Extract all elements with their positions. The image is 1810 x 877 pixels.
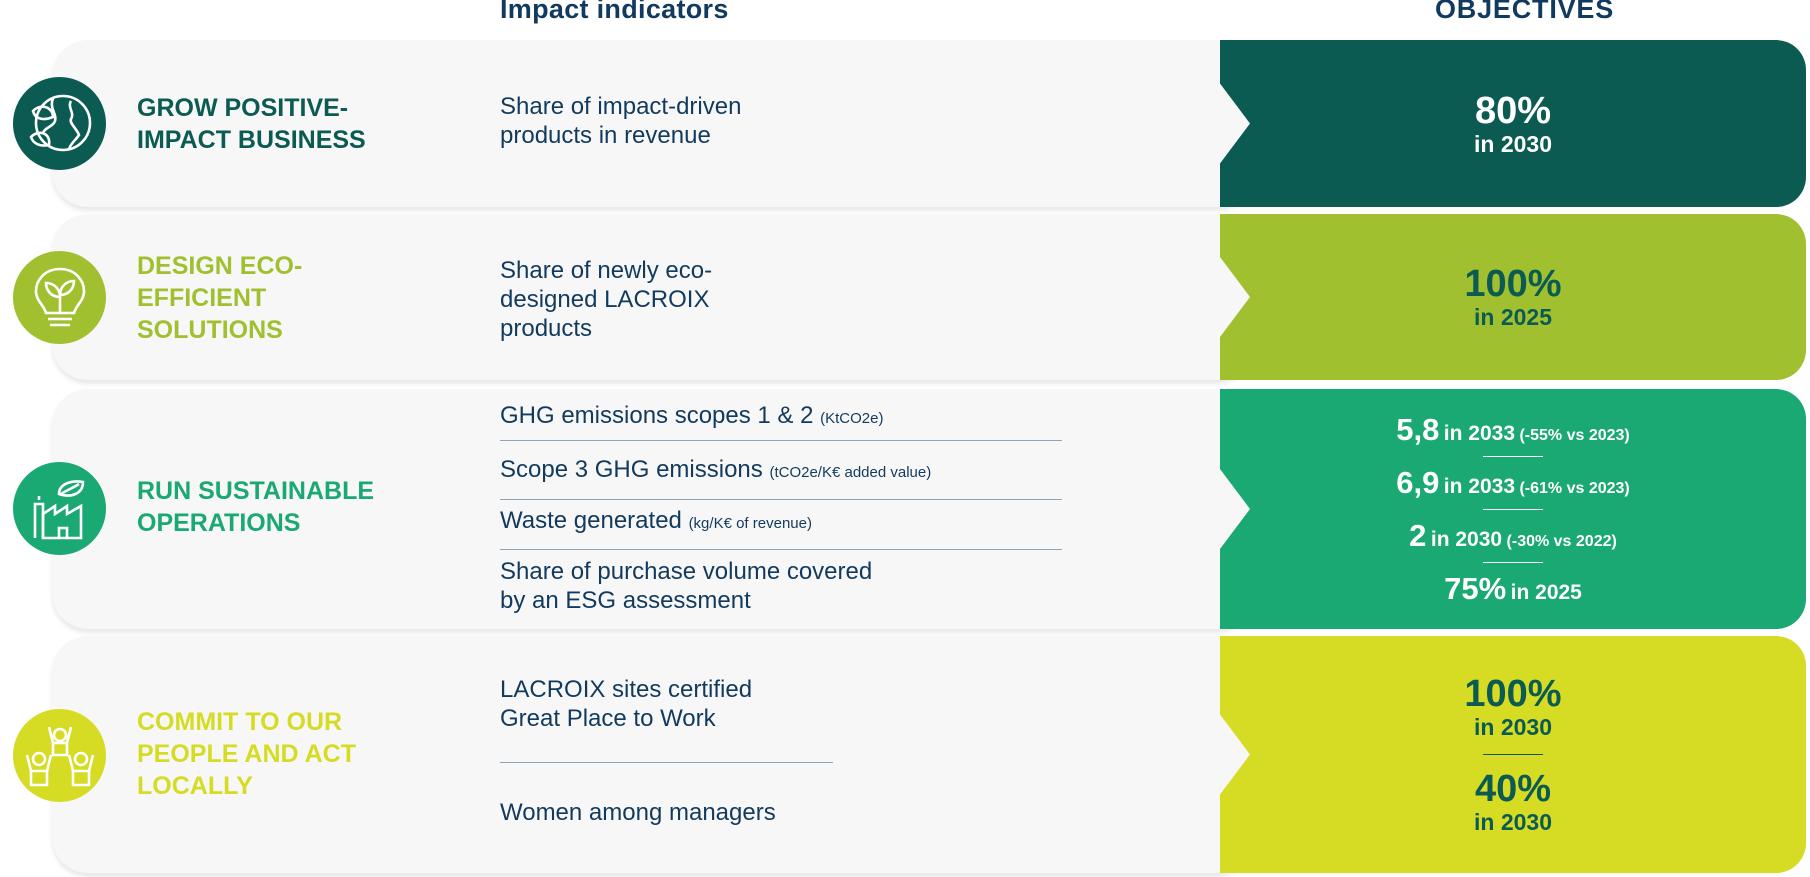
row-card <box>52 389 1252 629</box>
objective-value: 100% <box>1464 673 1562 715</box>
indicator-women-managers: Women among managers <box>500 799 776 826</box>
objective-panel: 100% in 2025 <box>1220 214 1806 380</box>
row-title: DESIGN ECO- EFFICIENT SOLUTIONS <box>137 252 303 344</box>
indicator-separator <box>500 499 1062 500</box>
row-title: GROW POSITIVE- IMPACT BUSINESS <box>137 94 366 154</box>
objective-panel: 80% in 2030 <box>1220 40 1806 207</box>
indicator-impact-products: Share of impact-driven products in revenu… <box>500 93 742 149</box>
objective-scope-3: 6,9 in 2033 (-61% vs 2023) <box>1396 464 1630 500</box>
factory-leaf-icon <box>13 462 106 555</box>
indicator-eco-designed-products: Share of newly eco-designed LACROIX produ… <box>500 257 713 342</box>
indicator-separator <box>500 762 833 763</box>
objective-year: in 2030 <box>1474 714 1552 740</box>
indicator-scope-3: Scope 3 GHG emissions (tCO2e/K€ added va… <box>500 456 932 483</box>
row-card <box>52 636 1252 873</box>
indicator-esg-assessment: Share of purchase volume covered by an ES… <box>500 558 873 614</box>
objective-value: 100% <box>1464 263 1562 305</box>
objective-separator <box>1483 456 1543 457</box>
indicator-waste: Waste generated (kg/K€ of revenue) <box>500 507 812 534</box>
objective-year: in 2025 <box>1474 304 1552 330</box>
objective-separator <box>1483 509 1543 510</box>
objective-year: in 2030 <box>1474 130 1552 157</box>
objectives-header: OBJECTIVES <box>1435 0 1615 24</box>
objective-panel: 5,8 in 2033 (-55% vs 2023) 6,9 in 2033 (… <box>1220 389 1806 629</box>
indicator-great-place-to-work: LACROIX sites certified Great Place to Wo… <box>500 676 753 732</box>
objective-value: 40% <box>1474 768 1552 810</box>
lightbulb-leaf-icon <box>13 251 106 344</box>
people-group-icon <box>13 709 106 802</box>
row-card <box>52 214 1252 380</box>
row-title: COMMIT TO OUR PEOPLE AND ACT LOCALLY <box>137 708 356 800</box>
indicator-separator <box>500 440 1062 441</box>
indicator-ghg-scopes-1-2: GHG emissions scopes 1 & 2 (KtCO2e) <box>500 402 884 429</box>
objective-ghg-1-2: 5,8 in 2033 (-55% vs 2023) <box>1396 411 1630 447</box>
row-title: RUN SUSTAINABLE OPERATIONS <box>137 477 375 537</box>
indicator-separator <box>500 549 1062 550</box>
objective-year: in 2030 <box>1474 809 1552 835</box>
row-grow-positive-impact: GROW POSITIVE- IMPACT BUSINESS Share of i… <box>0 40 1810 207</box>
impact-indicators-header: Impact indicators <box>500 0 729 24</box>
objective-value: 80% <box>1474 89 1552 132</box>
row-run-sustainable-operations: RUN SUSTAINABLE OPERATIONS GHG emissions … <box>0 389 1810 629</box>
globe-leaf-icon <box>13 77 106 170</box>
row-card <box>52 40 1252 207</box>
objective-separator <box>1483 562 1543 563</box>
objective-esg: 75% in 2025 <box>1444 570 1582 606</box>
objective-waste: 2 in 2030 (-30% vs 2022) <box>1409 517 1617 553</box>
row-design-eco-efficient: DESIGN ECO- EFFICIENT SOLUTIONS Share of n… <box>0 214 1810 380</box>
row-commit-to-people: COMMIT TO OUR PEOPLE AND ACT LOCALLY LACRO… <box>0 636 1810 873</box>
objective-separator <box>1483 754 1543 755</box>
objective-panel: 100% in 2030 40% in 2030 <box>1220 636 1806 873</box>
